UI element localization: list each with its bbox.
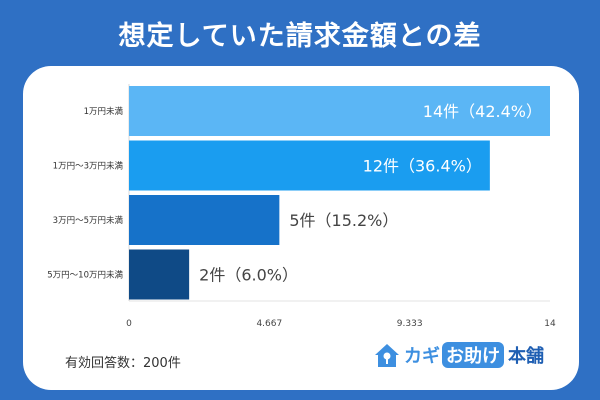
logo-text-c: 本舗 [508, 346, 544, 367]
x-tick-label: 4.667 [256, 319, 282, 329]
category-label: 5万円〜10万円未満 [47, 270, 123, 281]
bar [129, 86, 550, 136]
bar [129, 195, 280, 245]
category-label: 1万円未満 [84, 106, 124, 117]
bars-group: 1万円未満 14件（42.4%） 1万円〜3万円未満 12件（36.4%） 3万円〜5万… [47, 86, 550, 300]
bar [129, 140, 490, 191]
data-label: 14件（42.4%） [423, 102, 542, 121]
category-label: 3万円〜5万円未満 [53, 215, 124, 226]
data-label: 2件（6.0%） [199, 266, 298, 285]
bar [129, 249, 190, 300]
house-key-icon [375, 344, 399, 367]
logo-text-a: カギ [404, 346, 440, 367]
brand-logo: カギ お助け 本舗 [372, 340, 544, 370]
response-count: 有効回答数：200件 [65, 356, 181, 371]
category-label: 1万円〜3万円未満 [53, 161, 124, 172]
x-tick-label: 14 [544, 319, 556, 329]
logo-text-b: お助け [442, 342, 504, 368]
page-title: 想定していた請求金額との差 [118, 21, 482, 52]
x-tick-label: 0 [126, 319, 132, 329]
data-label: 5件（15.2%） [289, 211, 398, 230]
x-tick-label: 9.333 [397, 319, 423, 329]
data-label: 12件（36.4%） [363, 157, 482, 176]
